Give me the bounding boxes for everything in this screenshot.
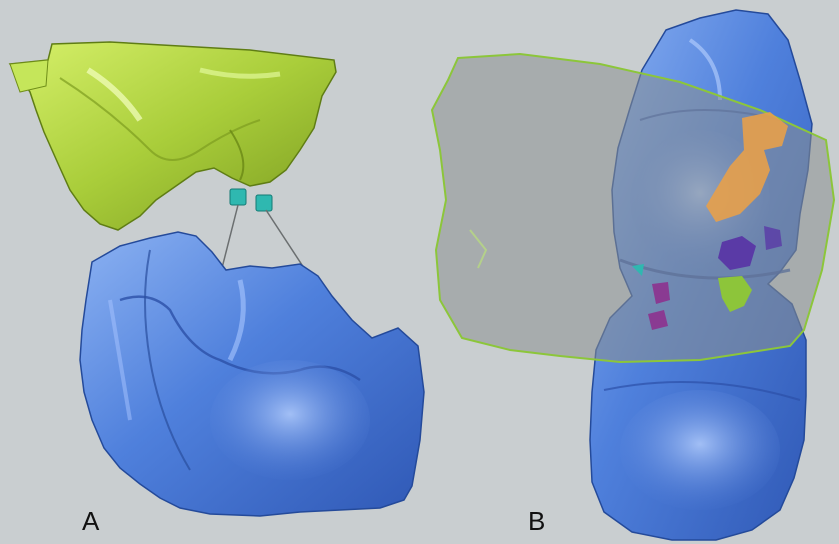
contact-patch-orange: [706, 112, 788, 222]
plane-edge-highlight: [469, 229, 488, 269]
connector-lines: [221, 204, 305, 269]
contact-patch-purple-1: [718, 236, 756, 270]
tooth-model-a: [79, 231, 425, 517]
panel-b: [430, 9, 836, 541]
occlusal-model: [8, 41, 337, 231]
panel-a: [8, 41, 425, 517]
contact-patch-magenta-1: [652, 282, 670, 304]
contact-patch-cyan: [632, 264, 644, 276]
contact-patch-magenta-2: [648, 310, 668, 330]
contact-patch-green: [718, 276, 752, 312]
contact-patch-purple-2: [764, 226, 782, 250]
panel-label-a: A: [82, 506, 100, 536]
contact-patches-b: [632, 112, 788, 330]
panel-label-b: B: [528, 506, 546, 536]
contact-markers-a: [229, 188, 273, 212]
